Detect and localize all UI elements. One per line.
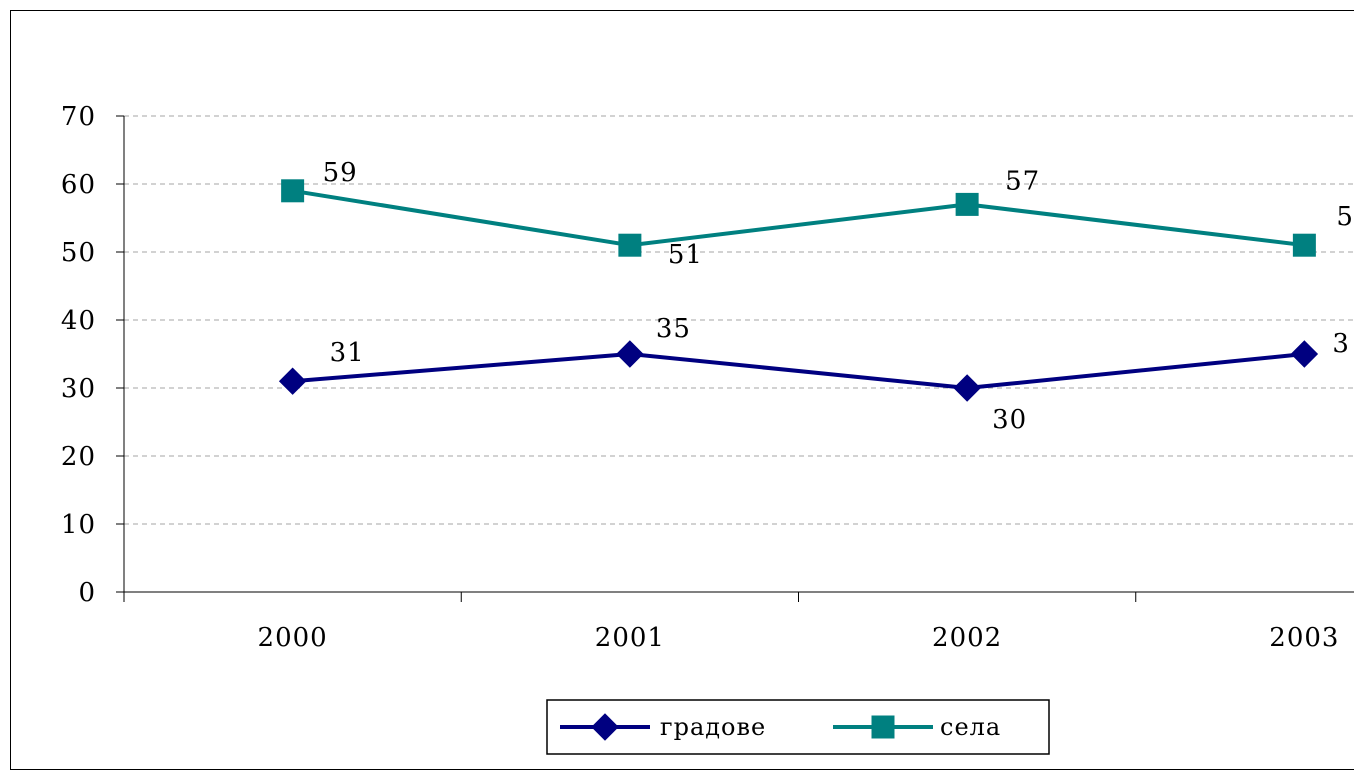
y-tick-label: 0 [78, 578, 96, 608]
data-label: 5 [1336, 202, 1354, 232]
data-label: 57 [1005, 166, 1040, 196]
chart-frame [10, 10, 1354, 770]
data-label: 51 [668, 240, 703, 270]
legend-label: градове [660, 713, 766, 741]
x-tick-label: 2002 [932, 623, 1002, 653]
data-label: 30 [992, 405, 1027, 435]
x-tick-label: 2000 [258, 623, 328, 653]
data-point-marker [1292, 233, 1316, 257]
y-tick-label: 60 [61, 170, 96, 200]
data-point-marker [616, 340, 644, 368]
axes: 0 10 20 30 40 50 60 70 2000 2001 2002 2003 [61, 102, 1354, 653]
series-group [278, 179, 1319, 402]
y-tick-label: 70 [61, 102, 96, 132]
legend-swatch-marker [591, 713, 619, 741]
legend-swatch-marker [871, 715, 895, 739]
y-tick-label: 10 [61, 510, 96, 540]
data-point-marker [278, 367, 307, 395]
series-line-gradove [292, 352, 1305, 390]
data-label: 35 [656, 314, 691, 344]
legend-label: села [940, 713, 1001, 741]
data-point-marker [1290, 340, 1319, 368]
y-tick-label: 40 [61, 306, 96, 336]
y-tick-label: 30 [61, 374, 96, 404]
gridlines [124, 115, 1354, 525]
series-line-sela [292, 188, 1305, 248]
data-point-marker [953, 374, 981, 402]
data-label: 59 [323, 158, 358, 188]
y-tick-label: 20 [61, 442, 96, 472]
x-tick-label: 2003 [1269, 623, 1339, 653]
data-point-marker [281, 179, 305, 203]
data-point-marker [618, 233, 642, 257]
data-label: 31 [330, 338, 365, 368]
data-labels: 31 35 30 3 59 51 57 5 [323, 158, 1354, 435]
y-tick-label: 50 [61, 238, 96, 268]
data-point-marker [955, 192, 979, 216]
x-tick-label: 2001 [595, 623, 665, 653]
data-label: 3 [1332, 329, 1350, 359]
legend: градове села [546, 699, 1050, 755]
